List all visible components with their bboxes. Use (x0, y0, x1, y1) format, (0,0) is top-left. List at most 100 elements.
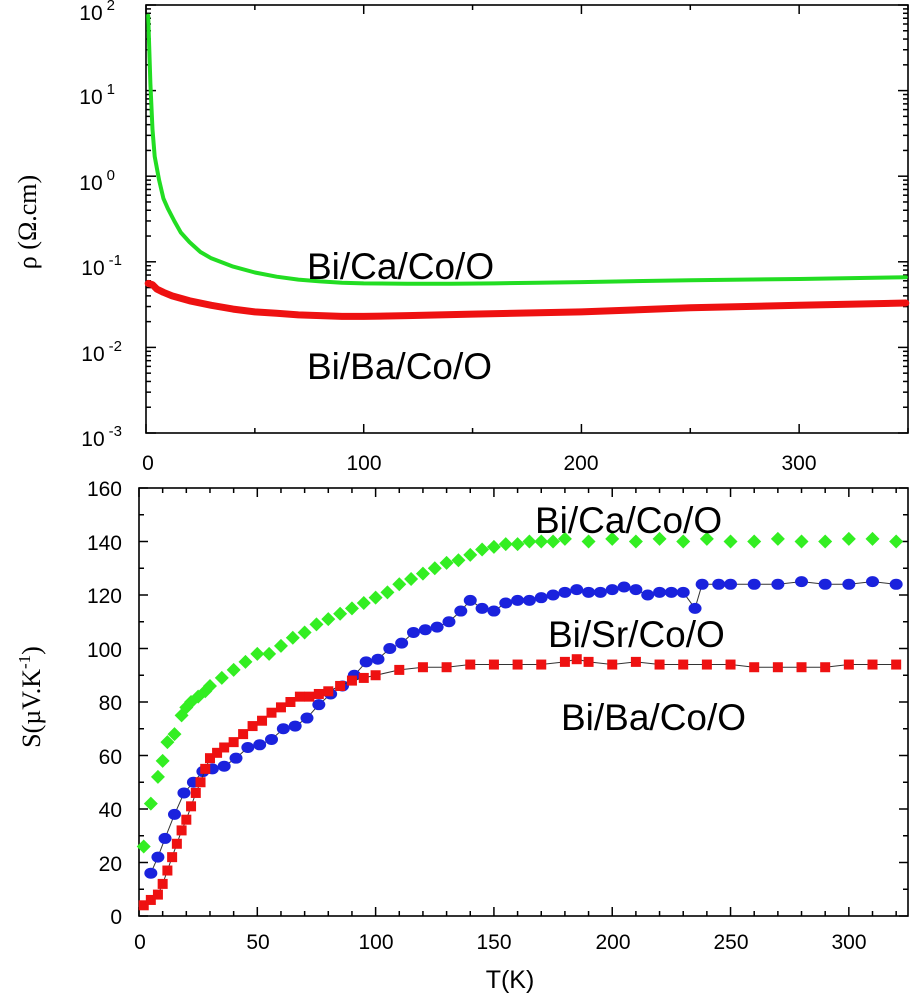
data-point-bi-ca-co-o (676, 534, 691, 549)
data-point-bi-ba-co-o (630, 656, 641, 667)
data-point-bi-ba-co-o (171, 838, 182, 849)
data-point-bi-ba-co-o (138, 900, 149, 911)
top-x-tick-label: 0 (142, 452, 154, 475)
top-ticks (145, 4, 909, 434)
top-y-tick-label: 10 -1 (81, 252, 122, 280)
data-point-bi-ba-co-o (678, 659, 689, 670)
data-point-bi-sr-co-o (712, 578, 726, 590)
data-point-bi-sr-co-o (442, 616, 456, 628)
data-point-bi-ba-co-o (488, 659, 499, 670)
bottom-y-tick-labels: 0 20 40 60 80 100 120 140 160 (87, 478, 122, 929)
data-point-bi-ba-co-o (228, 737, 239, 748)
data-point-bi-sr-co-o (265, 733, 279, 745)
data-point-bi-ba-co-o (417, 662, 428, 673)
data-point-bi-sr-co-o (217, 760, 231, 772)
data-point-bi-ba-co-o (335, 680, 346, 691)
data-point-bi-sr-co-o (499, 597, 513, 609)
data-point-bi-ca-co-o (865, 531, 880, 546)
data-point-bi-ba-co-o (266, 707, 277, 718)
data-point-bi-sr-co-o (276, 723, 290, 735)
data-point-bi-sr-co-o (688, 602, 702, 614)
data-point-bi-ba-co-o (190, 787, 201, 798)
data-point-bi-ca-co-o (747, 534, 762, 549)
data-point-bi-ca-co-o (250, 646, 265, 661)
bottom-plot-frame (138, 487, 909, 917)
data-point-bi-sr-co-o (406, 626, 420, 638)
data-point-bi-ca-co-o (368, 590, 383, 605)
data-point-bi-ca-co-o (439, 555, 454, 570)
data-point-bi-ba-co-o (181, 814, 192, 825)
data-point-bi-ba-co-o (167, 852, 178, 863)
data-point-bi-sr-co-o (570, 584, 584, 596)
data-point-bi-ba-co-o (891, 659, 902, 670)
data-point-bi-sr-co-o (629, 584, 643, 596)
data-point-bi-ba-co-o (212, 747, 223, 758)
data-point-bi-ca-co-o (427, 561, 442, 576)
data-point-bi-sr-co-o (241, 741, 255, 753)
bottom-y-tick-label: 100 (87, 639, 122, 662)
data-point-bi-ba-co-o (152, 889, 163, 900)
data-point-bi-sr-co-o (641, 589, 655, 601)
data-point-bi-sr-co-o (617, 581, 631, 593)
data-point-bi-ba-co-o (257, 715, 268, 726)
data-point-bi-ba-co-o (559, 656, 570, 667)
data-point-bi-ca-co-o (557, 531, 572, 546)
bottom-y-tick-label: 40 (99, 799, 122, 822)
data-point-bi-ca-co-o (475, 542, 490, 557)
data-point-bi-ba-co-o (186, 801, 197, 812)
data-point-bi-ca-co-o (155, 753, 170, 768)
bottom-y-tick-label: 120 (87, 585, 122, 608)
bottom-panel: 0 20 40 60 80 100 120 140 160 0 50 100 1… (15, 478, 909, 994)
data-point-bi-sr-co-o (582, 586, 596, 598)
data-point-bi-ba-co-o (843, 659, 854, 670)
data-point-bi-ca-co-o (309, 617, 324, 632)
data-point-bi-sr-co-o (664, 586, 678, 598)
data-point-bi-ca-co-o (522, 534, 537, 549)
data-point-bi-ca-co-o (770, 531, 785, 546)
data-point-bi-ca-co-o (273, 638, 288, 653)
annotation-bi-ca-co-o-top: Bi/Ca/Co/O (307, 246, 494, 287)
data-point-bi-ca-co-o (889, 534, 904, 549)
data-point-bi-ba-co-o (571, 654, 582, 665)
data-point-bi-sr-co-o (546, 589, 560, 601)
data-point-bi-ca-co-o (628, 534, 643, 549)
data-point-bi-ba-co-o (238, 729, 249, 740)
data-point-bi-ca-co-o (262, 646, 277, 661)
data-point-bi-ba-co-o (176, 825, 187, 836)
data-point-bi-ba-co-o (701, 659, 712, 670)
data-point-bi-ba-co-o (725, 659, 736, 670)
data-point-bi-sr-co-o (383, 643, 397, 654)
data-point-bi-ba-co-o (867, 659, 878, 670)
data-point-bi-sr-co-o (771, 578, 785, 590)
data-point-bi-ba-co-o (294, 691, 305, 702)
data-point-bi-ba-co-o (358, 672, 369, 683)
data-point-bi-ba-co-o (204, 753, 215, 764)
series-connector-bi-sr-co-o (150, 581, 897, 874)
top-panel: 10 2 10 1 10 0 10 -1 10 -2 10 -3 0 100 200 300… (13, 0, 910, 475)
bottom-x-axis-label: T(K) (486, 966, 535, 994)
data-point-bi-ca-co-o (344, 601, 359, 616)
data-point-bi-sr-co-o (229, 752, 243, 764)
data-point-bi-sr-co-o (593, 586, 607, 598)
data-point-bi-ba-co-o (465, 659, 476, 670)
data-point-bi-sr-co-o (454, 605, 468, 617)
data-point-bi-ca-co-o (297, 625, 312, 640)
data-point-bi-sr-co-o (395, 637, 409, 649)
data-point-bi-sr-co-o (511, 594, 525, 606)
top-y-tick-label: 10 2 (79, 0, 115, 25)
data-point-bi-ca-co-o (321, 612, 336, 627)
data-point-bi-ba-co-o (145, 894, 156, 905)
bottom-y-tick-label: 0 (110, 906, 122, 929)
bottom-x-tick-label: 100 (358, 931, 393, 954)
series-line-bi-ba-co-o (144, 279, 910, 320)
data-point-bi-sr-co-o (359, 656, 373, 668)
data-point-bi-sr-co-o (795, 576, 809, 588)
data-point-bi-ca-co-o (333, 606, 348, 621)
data-point-bi-sr-co-o (487, 605, 501, 617)
data-point-bi-ca-co-o (150, 769, 165, 784)
top-series (144, 13, 910, 320)
data-point-bi-ba-co-o (285, 697, 296, 707)
data-point-bi-ca-co-o (510, 537, 525, 552)
data-point-bi-sr-co-o (167, 808, 181, 820)
